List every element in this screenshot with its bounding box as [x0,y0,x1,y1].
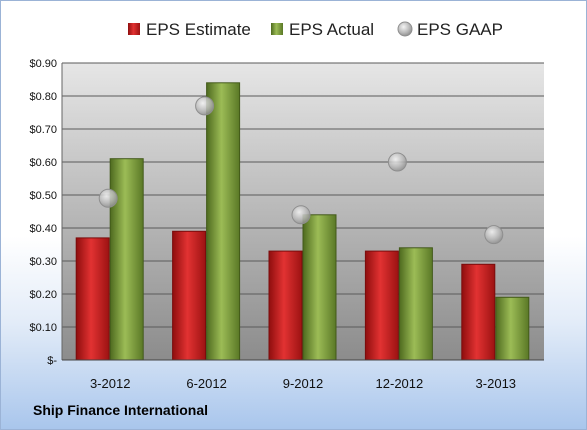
legend-label: EPS GAAP [417,20,503,39]
bar-eps-estimate [461,263,496,361]
x-tick-label: 6-2012 [186,376,226,391]
point-eps-gaap [484,225,504,245]
legend: EPS Estimate EPS Actual EPS GAAP [128,20,503,39]
bar-eps-actual [495,296,530,361]
x-tick-label: 12-2012 [376,376,424,391]
x-tick-label: 9-2012 [283,376,323,391]
y-tick-label: $0.40 [29,223,57,235]
y-tick-label: $0.30 [29,256,57,268]
x-tick-label: 3-2013 [476,376,516,391]
company-name: Ship Finance International [33,402,209,418]
legend-label: EPS Actual [289,20,374,39]
bar-eps-actual [206,82,241,361]
y-tick-label: $- [47,355,57,367]
bar-eps-estimate [268,250,303,361]
legend-swatch-eps-estimate [128,23,140,35]
bar-eps-estimate [364,250,399,361]
y-tick-label: $0.20 [29,289,57,301]
point-eps-gaap [291,205,311,225]
y-tick-label: $0.50 [29,190,57,202]
bar-eps-estimate [172,230,207,361]
bar-eps-actual [302,214,337,361]
y-tick-label: $0.60 [29,157,57,169]
x-tick-label: 3-2012 [90,376,130,391]
y-axis: $- $0.10 $0.20 $0.30 $0.40 $0.50 $0.60 $0.70 $0.… [29,58,63,367]
y-tick-label: $0.80 [29,91,57,103]
bars [75,82,530,361]
legend-swatch-eps-gaap [397,21,413,37]
bar-eps-actual [109,158,144,361]
point-eps-gaap [98,188,118,208]
y-tick-label: $0.70 [29,124,57,136]
point-eps-gaap [195,96,215,116]
y-tick-label: $0.10 [29,322,57,334]
bar-eps-estimate [75,237,110,361]
legend-label: EPS Estimate [146,20,251,39]
bar-eps-actual [398,247,433,361]
y-tick-label: $0.90 [29,58,57,70]
gaap-points [98,96,504,245]
x-axis: 3-2012 6-2012 9-2012 12-2012 3-2013 [62,359,544,391]
legend-swatch-eps-actual [271,23,283,35]
point-eps-gaap [387,152,407,172]
